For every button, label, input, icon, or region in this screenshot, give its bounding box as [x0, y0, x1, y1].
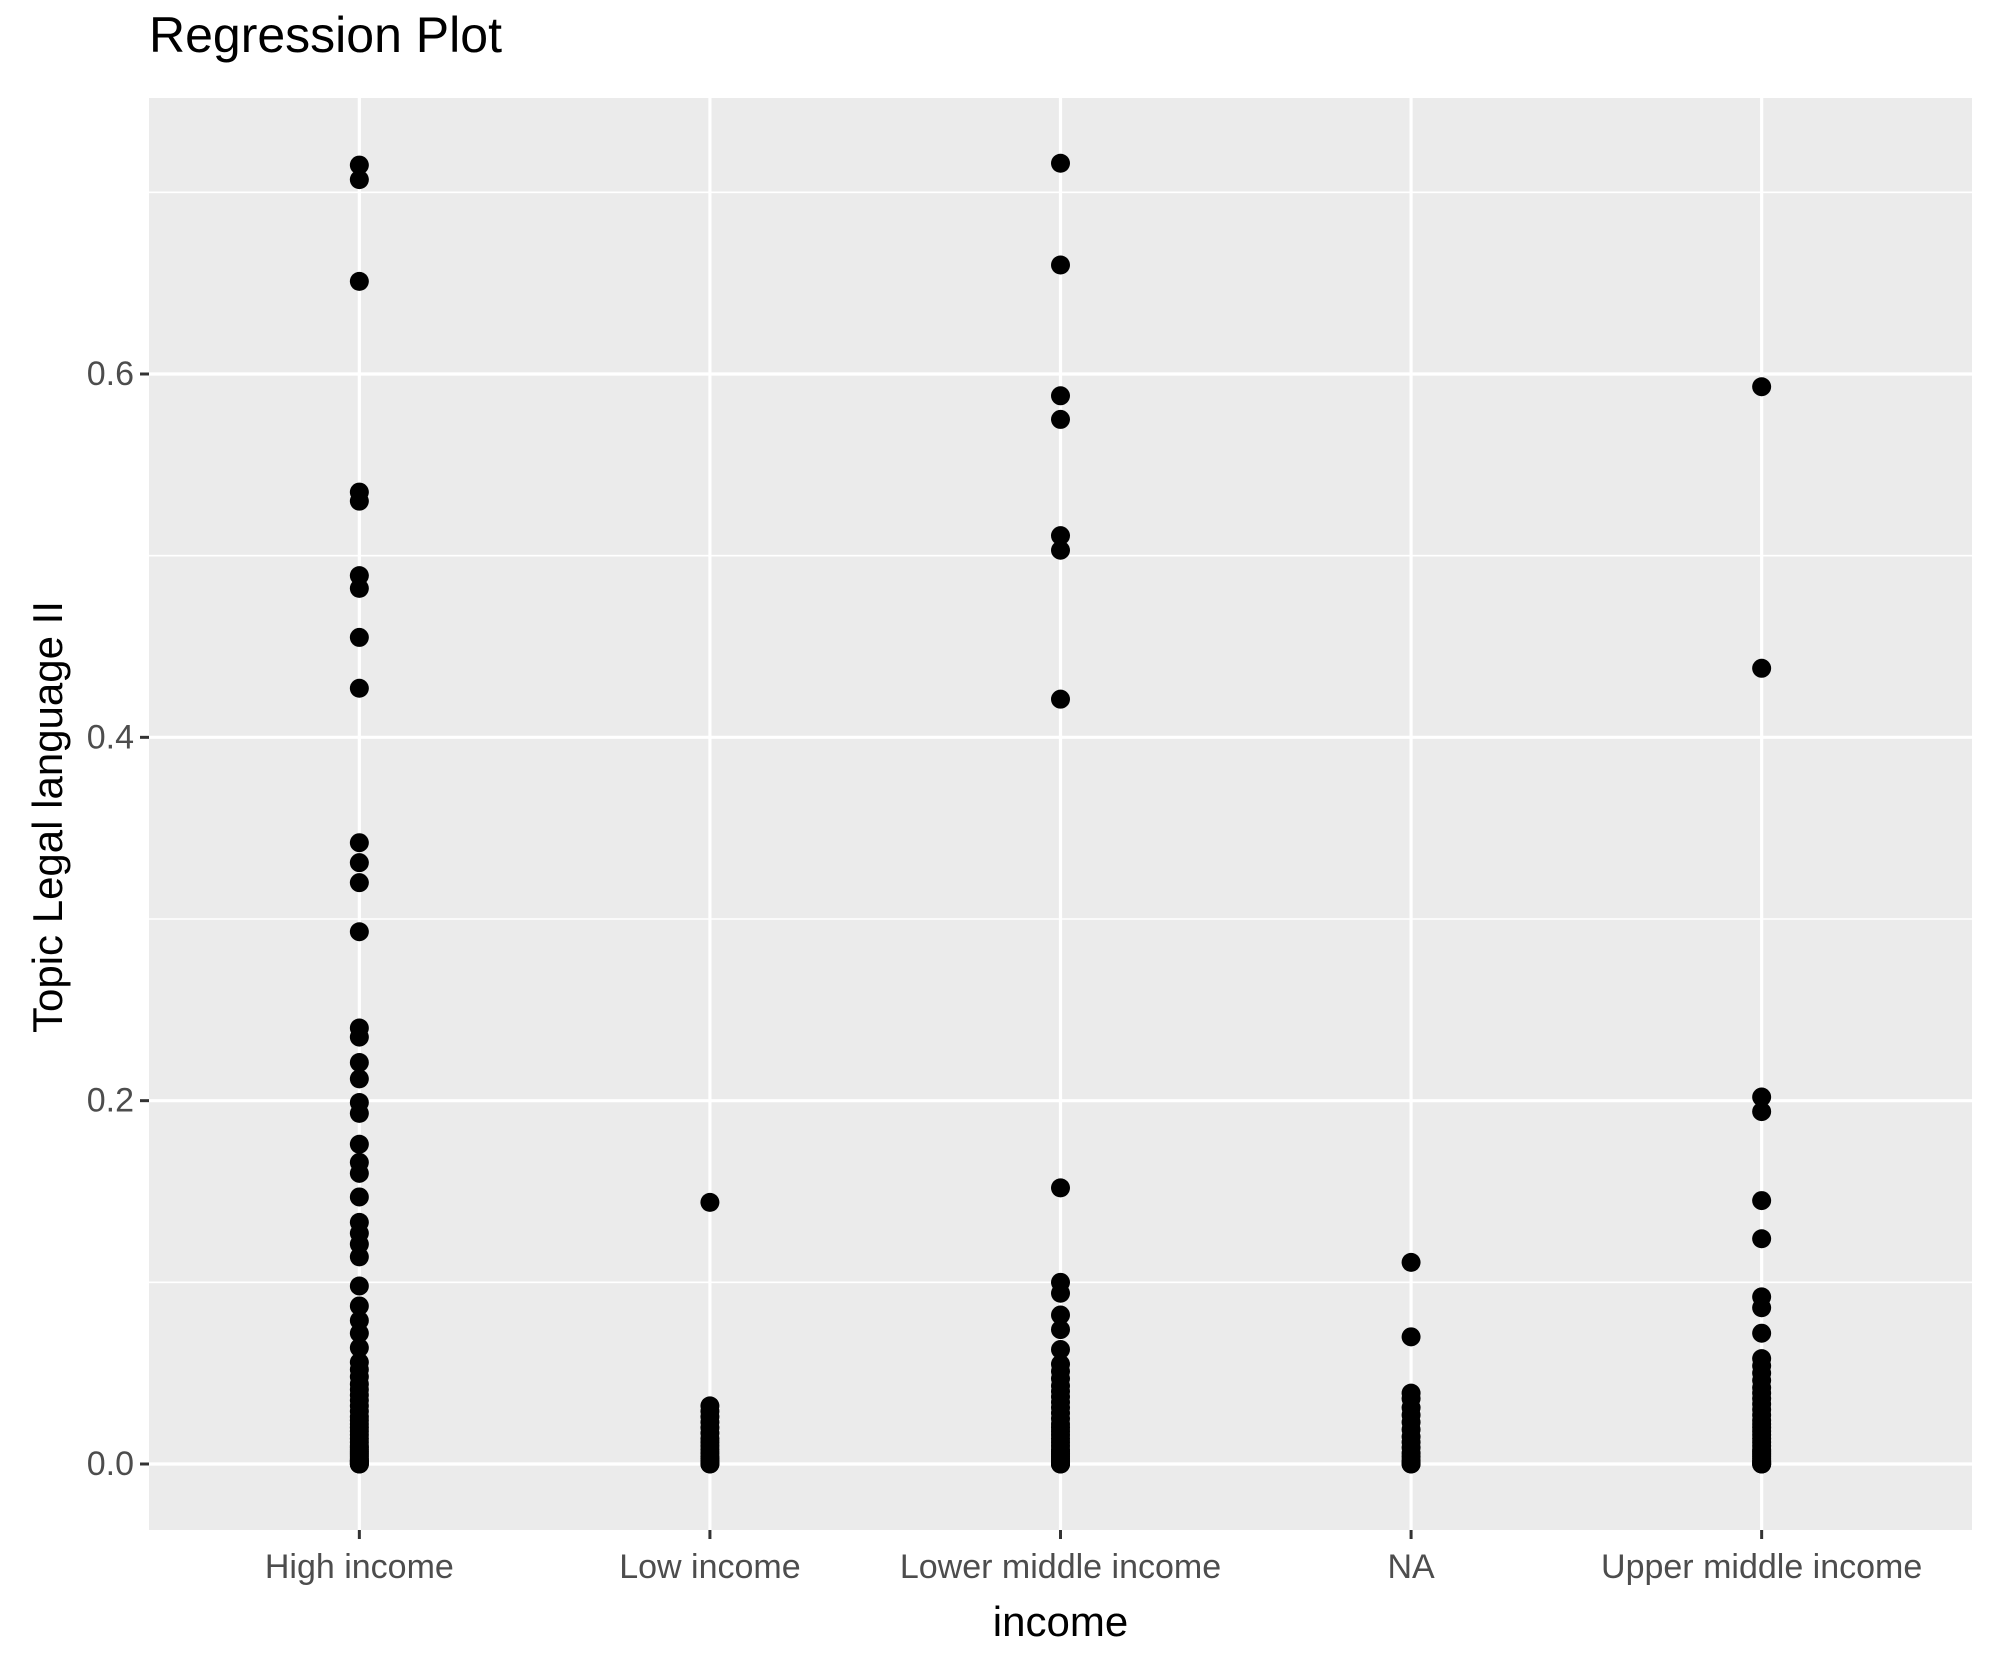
data-point — [1752, 1323, 1772, 1343]
data-point — [1752, 1191, 1772, 1211]
data-point — [1752, 1454, 1772, 1474]
y-tick-label: 0.0 — [87, 1445, 134, 1483]
data-point — [1051, 1305, 1070, 1325]
data-point — [1401, 1454, 1421, 1474]
data-point — [349, 491, 369, 511]
data-point — [349, 922, 369, 942]
x-axis-title: income — [992, 1598, 1129, 1645]
data-point — [1051, 1454, 1070, 1474]
data-point — [1752, 1102, 1772, 1122]
data-point — [349, 1134, 369, 1154]
data-point — [1752, 1087, 1772, 1107]
data-point — [349, 1323, 369, 1343]
data-point — [1752, 1298, 1772, 1318]
x-tick-label: Lower middle income — [900, 1548, 1221, 1586]
data-point — [1051, 1320, 1070, 1340]
plot-title: Regression Plot — [149, 7, 502, 63]
data-point — [1051, 526, 1070, 546]
y-tick-label: 0.4 — [87, 718, 134, 756]
data-point — [1051, 1178, 1070, 1198]
data-point — [349, 678, 369, 698]
data-point — [349, 627, 369, 647]
data-point — [349, 1296, 369, 1316]
data-point — [700, 1454, 720, 1474]
y-tick-label: 0.6 — [87, 355, 134, 393]
data-point — [700, 1192, 720, 1212]
x-tick-label: Low income — [619, 1548, 800, 1586]
data-point — [349, 1187, 369, 1207]
x-tick-label: Upper middle income — [1601, 1548, 1922, 1586]
data-point — [1401, 1252, 1421, 1272]
data-point — [1752, 1229, 1772, 1249]
data-point — [349, 833, 369, 853]
x-tick-label: High income — [265, 1548, 454, 1586]
data-point — [1051, 153, 1070, 173]
data-point — [349, 1454, 369, 1474]
data-point — [349, 1069, 369, 1089]
data-point — [349, 1027, 369, 1047]
data-point — [1752, 658, 1772, 678]
data-point — [349, 1338, 369, 1358]
data-point — [349, 271, 369, 291]
data-point — [349, 1276, 369, 1296]
y-axis-title: Topic Legal language II — [24, 601, 71, 1033]
data-point — [1051, 1283, 1070, 1303]
data-point — [349, 853, 369, 873]
data-point — [349, 1103, 369, 1123]
data-point — [349, 873, 369, 893]
data-point — [349, 1247, 369, 1267]
data-point — [1051, 1340, 1070, 1360]
data-point — [349, 578, 369, 598]
data-point — [1051, 386, 1070, 406]
data-point — [349, 1163, 369, 1183]
y-tick-label: 0.2 — [87, 1082, 134, 1120]
data-point — [349, 170, 369, 190]
data-point — [1752, 377, 1772, 397]
data-point — [1051, 409, 1070, 429]
data-point — [1401, 1327, 1421, 1347]
data-point — [1051, 689, 1070, 709]
x-tick-label: NA — [1387, 1548, 1435, 1586]
data-point — [1051, 540, 1070, 560]
data-point — [349, 155, 369, 175]
data-point — [1051, 255, 1070, 275]
data-point — [349, 1053, 369, 1073]
